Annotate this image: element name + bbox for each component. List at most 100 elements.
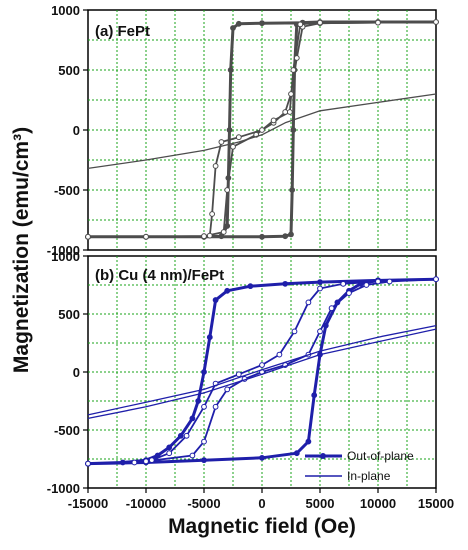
data-point	[247, 283, 254, 290]
legend-label-in-plane: In-plane	[347, 469, 391, 483]
data-point	[85, 233, 91, 240]
data-point	[276, 351, 283, 358]
x-tick-label: 5000	[306, 496, 335, 511]
y-ticks-a: 1000 500 0 -500 -1000	[47, 3, 88, 258]
y-tick-label: -1000	[47, 481, 80, 496]
data-point	[209, 211, 216, 217]
data-point	[230, 25, 236, 31]
legend-label-out-of-plane: Out-of-plane	[347, 449, 414, 463]
data-point	[282, 233, 289, 240]
data-point	[282, 280, 289, 287]
y-tick-label: 0	[73, 123, 80, 138]
data-point	[317, 285, 323, 292]
data-point	[282, 109, 289, 115]
data-point	[131, 459, 138, 466]
series-line-b-3	[87, 324, 437, 416]
data-point	[143, 458, 149, 465]
data-point	[259, 362, 265, 368]
data-point	[346, 290, 352, 297]
data-point	[328, 305, 335, 312]
data-point	[270, 117, 277, 124]
data-point	[177, 432, 184, 439]
data-point	[148, 457, 155, 464]
data-point	[363, 282, 370, 288]
panel-label-b: (b) Cu (4 nm)/FePt	[95, 267, 224, 284]
panel-label-a: (a) FePt	[95, 23, 150, 40]
data-point	[85, 460, 91, 467]
data-point	[317, 328, 323, 335]
data-point	[220, 229, 227, 235]
data-point	[235, 371, 242, 378]
x-tick-label: 10000	[360, 496, 396, 511]
data-point	[189, 452, 196, 459]
data-point	[212, 297, 219, 303]
data-point	[227, 67, 234, 73]
data-point	[166, 444, 173, 451]
data-point	[259, 233, 265, 240]
data-point	[259, 20, 265, 27]
data-point	[317, 279, 323, 286]
series-group-b	[85, 276, 439, 467]
data-point	[291, 328, 298, 335]
data-point	[286, 109, 293, 115]
data-point	[206, 232, 213, 239]
data-point	[166, 450, 173, 457]
data-point	[201, 369, 207, 375]
data-point	[212, 163, 219, 169]
data-point	[201, 233, 207, 240]
data-point	[305, 438, 312, 445]
data-point	[201, 403, 207, 410]
data-point	[195, 398, 202, 404]
data-point	[293, 450, 300, 457]
data-point	[143, 233, 149, 240]
data-point	[201, 438, 207, 445]
data-point	[224, 287, 231, 294]
data-point	[290, 127, 297, 133]
data-point	[375, 278, 381, 285]
data-point	[226, 127, 233, 133]
data-point	[290, 67, 297, 73]
y-axis-title: Magnetization (emu/cm³)	[10, 127, 33, 373]
data-point	[293, 55, 300, 61]
x-axis-title: Magnetic field (Oe)	[168, 515, 356, 538]
data-point	[206, 334, 213, 341]
x-tick-label: -15000	[68, 496, 108, 511]
y-tick-label: 0	[73, 365, 80, 380]
series-line-b-2	[87, 328, 437, 420]
legend: Out-of-plane In-plane	[305, 449, 414, 483]
data-point	[235, 20, 242, 27]
data-point	[317, 19, 323, 26]
panel-a: (a) FePt 1000 500 0 -500 -1000	[47, 3, 439, 258]
data-point	[259, 454, 265, 461]
data-point	[288, 231, 294, 238]
y-ticks-b: 1000 500 0 -500 -1000	[47, 249, 88, 496]
series-line-a-2	[87, 93, 437, 170]
series-group-a	[85, 19, 439, 240]
data-point	[433, 276, 439, 283]
data-point	[224, 386, 231, 393]
data-point	[311, 392, 318, 399]
series-line-a-1	[88, 21, 437, 238]
data-point	[224, 187, 231, 193]
data-point	[288, 91, 294, 97]
data-point	[386, 278, 393, 285]
x-tick-label: 15000	[418, 496, 454, 511]
y-tick-label: -500	[54, 423, 80, 438]
data-point	[201, 457, 207, 464]
data-point	[305, 299, 312, 306]
y-tick-label: 1000	[51, 3, 80, 18]
legend-marker-out-of-plane	[320, 453, 326, 459]
data-point	[289, 187, 296, 193]
data-point	[235, 134, 242, 141]
data-point	[218, 139, 225, 145]
data-point	[259, 127, 265, 133]
data-point	[433, 19, 439, 25]
y-tick-label: -500	[54, 183, 80, 198]
x-ticks: -15000 -10000 -5000 0 5000 10000 15000	[68, 488, 454, 511]
x-tick-label: 0	[258, 496, 265, 511]
data-point	[183, 432, 190, 439]
y-tick-label: 500	[58, 63, 80, 78]
y-tick-label: -1000	[47, 243, 80, 258]
